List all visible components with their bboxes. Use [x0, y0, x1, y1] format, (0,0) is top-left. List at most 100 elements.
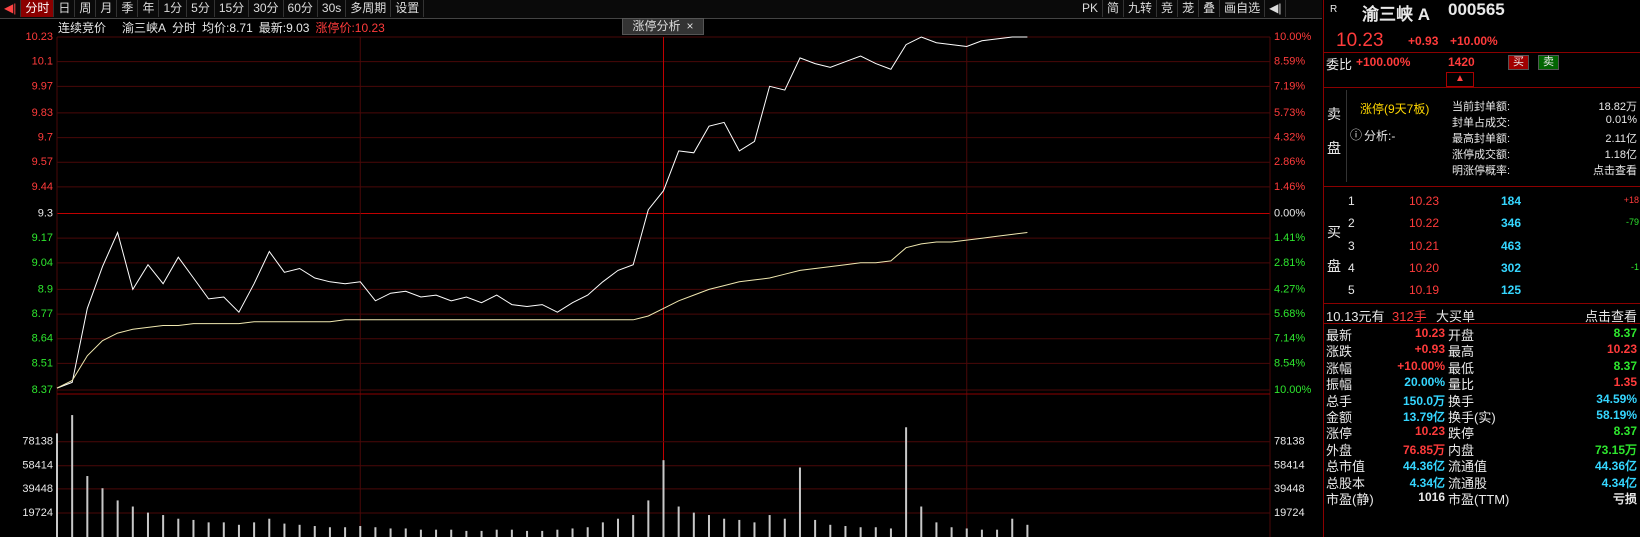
limit-field-value: 18.82万	[1598, 101, 1637, 113]
limit-field-value: 2.11亿	[1605, 133, 1637, 145]
y-tick-label: 8.64	[32, 333, 53, 345]
volume-bar	[935, 522, 938, 537]
tab[interactable]: 涨停分析 ×	[622, 18, 704, 35]
stat-label: 换手(实)	[1448, 410, 1496, 425]
big-order-price: 10.13元有	[1326, 309, 1385, 324]
info-limit-label: 涨停价:	[315, 21, 355, 35]
tool-button[interactable]: PK	[1078, 0, 1104, 17]
tool-button[interactable]: 画自选	[1220, 0, 1266, 17]
volume-bar	[207, 522, 210, 537]
period-tab[interactable]: 分时	[21, 0, 55, 17]
pct-label: 5.68%	[1274, 308, 1305, 320]
volume-bar	[56, 433, 58, 537]
period-tab[interactable]: 年	[138, 0, 160, 17]
divider	[1324, 186, 1640, 187]
bid-price: 10.23	[1408, 194, 1439, 208]
divider	[1324, 323, 1640, 324]
period-tab[interactable]: 60分	[284, 0, 318, 17]
volume-bar	[662, 460, 665, 537]
volume-bar	[1026, 524, 1029, 537]
stat-value: 44.36亿	[1594, 459, 1637, 474]
stat-label: 外盘	[1326, 442, 1353, 458]
volume-bar	[480, 530, 483, 537]
stat-value: 10.23	[1414, 326, 1445, 340]
volume-bar	[389, 528, 392, 537]
bid-price: 10.19	[1408, 283, 1439, 298]
info-last-label: 最新:	[258, 21, 287, 35]
wb-value: +100.00%	[1356, 55, 1411, 69]
pct-label: 8.59%	[1274, 56, 1305, 68]
volume-bar	[86, 476, 89, 537]
volume-bar	[328, 527, 331, 537]
info-avg: 8.71	[229, 21, 253, 35]
pct-label: 1.46%	[1274, 181, 1305, 193]
y-tick-label: 9.83	[32, 107, 53, 119]
stat-value: 20.00%	[1404, 375, 1445, 390]
period-tab[interactable]: 30分	[249, 0, 284, 17]
tool-button[interactable]: 叠	[1199, 0, 1221, 17]
sell-button[interactable]: 卖	[1538, 55, 1559, 70]
volume-bar	[920, 506, 923, 537]
stat-label: 最低	[1448, 360, 1475, 376]
y-tick-label: 9.04	[32, 257, 53, 269]
volume-bar	[419, 529, 422, 537]
pct-label: 0.00%	[1274, 207, 1305, 219]
volume-bar	[404, 528, 407, 537]
tool-button[interactable]: 竞	[1157, 0, 1179, 17]
stat-label: 金额	[1326, 410, 1353, 425]
period-tab[interactable]: 1分	[159, 0, 188, 17]
bid-volume: 125	[1500, 283, 1521, 298]
flag: R	[1330, 4, 1338, 15]
stat-label: 量比	[1448, 377, 1475, 393]
volume-bar	[253, 522, 256, 537]
stat-value: 8.37	[1613, 326, 1637, 340]
volume-bar	[374, 527, 377, 537]
period-tab[interactable]: 15分	[215, 0, 250, 17]
limit-field-value[interactable]: 点击查看	[1593, 165, 1637, 177]
limit-field-value: 1.18亿	[1604, 149, 1637, 161]
side-label: 买	[1327, 224, 1341, 240]
big-order-link[interactable]: 点击查看	[1584, 309, 1637, 324]
volume-bar	[344, 527, 347, 537]
volume-bar	[905, 427, 908, 537]
limit-field-label: 涨停成交额:	[1452, 149, 1511, 161]
stat-value: 4.34亿	[1601, 475, 1637, 490]
volume-bar	[783, 518, 786, 537]
bid-level: 2	[1348, 216, 1355, 231]
tab-label: 涨停分析	[632, 19, 681, 33]
period-tab[interactable]: 30s	[318, 0, 347, 17]
y2-tick-label: 58414	[1274, 460, 1305, 472]
info-name: 渝三峡A	[122, 21, 167, 35]
period-tab[interactable]: 设置	[391, 0, 425, 17]
period-tab[interactable]: 周	[75, 0, 97, 17]
pct-label: 7.14%	[1274, 333, 1305, 345]
y-tick-label: 10.1	[32, 56, 53, 68]
stat-value: 8.37	[1613, 424, 1637, 439]
volume-bar	[950, 527, 953, 537]
quote-panel: R 渝三峡 A 000565 10.23 +0.93 +10.00% 委比 +100.00% 1…	[1323, 0, 1640, 537]
bid-level: 4	[1348, 260, 1355, 275]
volume-bar	[768, 515, 771, 537]
period-tab[interactable]: 5分	[187, 0, 215, 17]
stat-value: +0.93	[1414, 342, 1445, 357]
bid-change: +18	[1623, 195, 1639, 205]
period-tab[interactable]: 月	[96, 0, 118, 17]
tool-button[interactable]: 茏	[1178, 0, 1200, 17]
buy-button[interactable]: 买	[1508, 55, 1529, 70]
last-price: 10.23	[1336, 30, 1384, 51]
period-tab[interactable]: 季	[117, 0, 139, 17]
pct-label: 8.54%	[1274, 357, 1305, 369]
y2-tick-label: 78138	[1274, 436, 1305, 448]
tool-button[interactable]: 简	[1103, 0, 1125, 17]
bid-volume: 184	[1500, 194, 1521, 208]
volume-bar	[859, 527, 862, 537]
stat-value: 73.15万	[1594, 442, 1637, 457]
tool-button[interactable]: 九转	[1124, 0, 1158, 17]
divider	[1324, 303, 1640, 304]
volume-bar	[268, 518, 271, 537]
y2-tick-label: 39448	[1274, 483, 1305, 495]
y-tick-label: 10.23	[25, 31, 53, 43]
period-tab[interactable]: 多周期	[346, 0, 392, 17]
period-tab[interactable]: 日	[54, 0, 76, 17]
volume-bar	[435, 529, 438, 537]
